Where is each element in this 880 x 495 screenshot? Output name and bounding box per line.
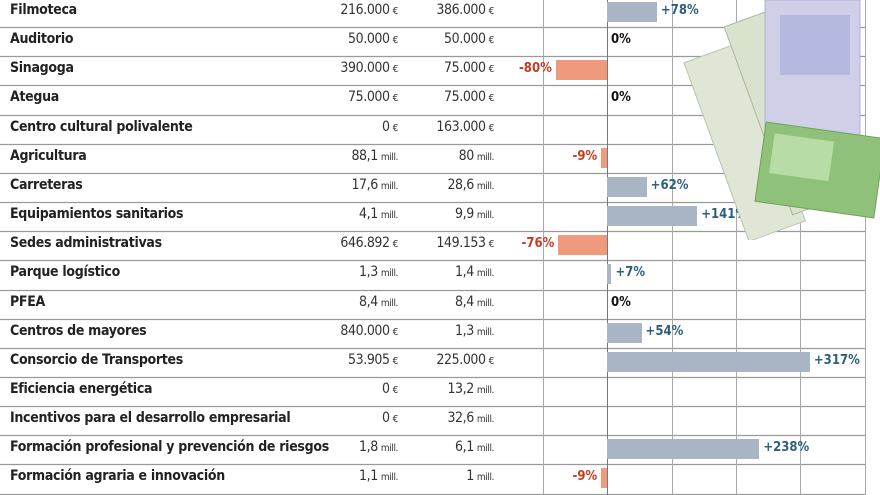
value-before: 1,3 mill.	[359, 264, 398, 280]
change-label: -80%	[518, 61, 552, 76]
row-label: Centro cultural polivalente	[10, 119, 193, 135]
row-label: PFEA	[10, 294, 45, 310]
value-after: 163.000 €	[436, 119, 494, 135]
row-label: Eficiencia energética	[10, 381, 153, 397]
row-label: Consorcio de Transportes	[10, 352, 183, 368]
row-label: Formación agraria e innovación	[10, 468, 225, 484]
change-bar	[607, 439, 760, 459]
table-row: Consorcio de Transportes 53.905 € 225.000…	[0, 348, 880, 377]
table-row: Centro cultural polivalente 0 € 163.000 €	[0, 115, 880, 144]
value-after: 1 mill.	[466, 468, 494, 484]
value-before: 1,8 mill.	[359, 439, 398, 455]
table-row: Auditorio 50.000 € 50.000 € 0%	[0, 27, 880, 56]
row-label: Equipamientos sanitarios	[10, 206, 184, 222]
value-before: 17,6 mill.	[351, 177, 398, 193]
value-after: 386.000 €	[436, 2, 494, 18]
table-row: Centros de mayores 840.000 € 1,3 mill. +54…	[0, 319, 880, 348]
change-label: 0%	[611, 90, 631, 105]
change-bar	[607, 206, 698, 226]
table-row: Equipamientos sanitarios 4,1 mill. 9,9 mil…	[0, 202, 880, 231]
value-before: 390.000 €	[340, 60, 398, 76]
table-row: Formación agraria e innovación 1,1 mill. …	[0, 464, 880, 493]
value-before: 0 €	[382, 381, 398, 397]
value-after: 6,1 mill.	[455, 439, 494, 455]
value-after: 80 mill.	[458, 148, 495, 164]
row-label: Incentivos para el desarrollo empresaria…	[10, 410, 291, 426]
euro-banknotes-image	[683, 0, 880, 240]
change-label: -76%	[521, 236, 555, 251]
change-bar	[555, 60, 607, 80]
value-after: 9,9 mill.	[455, 206, 494, 222]
row-label: Ategua	[10, 89, 59, 105]
change-label: -9%	[572, 149, 598, 164]
change-label: +78%	[660, 3, 699, 18]
change-label: 0%	[611, 32, 631, 47]
table-row: Formación profesional y prevención de ri…	[0, 435, 880, 464]
table-row: Carreteras 17,6 mill. 28,6 mill. +62%	[0, 173, 880, 202]
value-before: 50.000 €	[348, 31, 398, 47]
row-label: Centros de mayores	[10, 323, 147, 339]
value-before: 0 €	[382, 119, 398, 135]
row-label: Sinagoga	[10, 60, 74, 76]
change-bar	[607, 323, 642, 343]
change-bar	[607, 177, 647, 197]
value-after: 75.000 €	[444, 60, 494, 76]
value-after: 1,4 mill.	[455, 264, 494, 280]
table-row: Sedes administrativas 646.892 € 149.153 € …	[0, 231, 880, 260]
change-label: +7%	[615, 265, 646, 280]
change-label: 0%	[611, 295, 631, 310]
table-row: Eficiencia energética 0 € 13,2 mill.	[0, 377, 880, 406]
value-after: 8,4 mill.	[455, 294, 494, 310]
value-before: 216.000 €	[340, 2, 398, 18]
value-after: 13,2 mill.	[447, 381, 494, 397]
table-row: PFEA 8,4 mill. 8,4 mill. 0%	[0, 290, 880, 319]
row-label: Carreteras	[10, 177, 83, 193]
value-before: 646.892 €	[340, 235, 398, 251]
row-label: Agricultura	[10, 148, 87, 164]
change-label: +238%	[763, 440, 810, 455]
change-bar	[601, 148, 607, 168]
change-bar	[607, 2, 657, 22]
value-after: 28,6 mill.	[447, 177, 494, 193]
value-before: 1,1 mill.	[359, 468, 398, 484]
row-label: Auditorio	[10, 31, 74, 47]
change-label: +141%	[701, 207, 748, 222]
value-before: 4,1 mill.	[359, 206, 398, 222]
value-before: 53.905 €	[348, 352, 398, 368]
value-after: 32,6 mill.	[447, 410, 494, 426]
table-row: Incentivos para el desarrollo empresaria…	[0, 406, 880, 435]
row-label: Parque logístico	[10, 264, 120, 280]
value-after: 149.153 €	[436, 235, 494, 251]
change-bar	[601, 468, 607, 488]
row-label: Sedes administrativas	[10, 235, 162, 251]
value-before: 840.000 €	[340, 323, 398, 339]
value-after: 225.000 €	[436, 352, 494, 368]
change-bar	[607, 264, 612, 284]
value-before: 0 €	[382, 410, 398, 426]
change-bar	[607, 352, 810, 372]
table-row: Filmoteca 216.000 € 386.000 € +78%	[0, 0, 880, 27]
value-before: 88,1 mill.	[351, 148, 398, 164]
table-row: Parque logístico 1,3 mill. 1,4 mill. +7%	[0, 260, 880, 289]
change-label: +317%	[813, 353, 860, 368]
value-before: 75.000 €	[348, 89, 398, 105]
table-row: Ategua 75.000 € 75.000 € 0%	[0, 85, 880, 114]
change-label: +62%	[650, 178, 689, 193]
value-after: 50.000 €	[444, 31, 494, 47]
row-label: Filmoteca	[10, 2, 77, 18]
change-label: +54%	[645, 324, 684, 339]
table-row: Sinagoga 390.000 € 75.000 € -80%	[0, 56, 880, 85]
value-before: 8,4 mill.	[359, 294, 398, 310]
change-bar	[558, 235, 607, 255]
value-after: 1,3 mill.	[455, 323, 494, 339]
table-row: Agricultura 88,1 mill. 80 mill. -9%	[0, 144, 880, 173]
value-after: 75.000 €	[444, 89, 494, 105]
row-label: Formación profesional y prevención de ri…	[10, 439, 329, 455]
change-label: -9%	[572, 469, 598, 484]
